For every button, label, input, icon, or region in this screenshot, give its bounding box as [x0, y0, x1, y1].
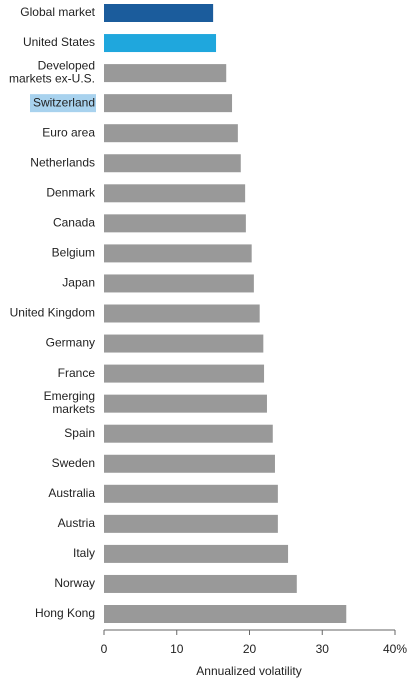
y-tick-label: Denmark: [46, 185, 96, 199]
label-highlight: [30, 94, 96, 113]
y-tick-label: Spain: [64, 426, 95, 440]
y-tick-label: Global market: [20, 5, 95, 19]
y-tick-label: France: [58, 366, 96, 380]
x-axis-title: Annualized volatility: [196, 664, 301, 678]
y-tick-label: Italy: [73, 546, 95, 560]
bar: [104, 605, 347, 623]
bar: [104, 394, 267, 413]
bar: [104, 274, 254, 293]
bar: [104, 424, 273, 443]
y-tick-label: Netherlands: [30, 155, 95, 169]
y-tick-label: United States: [23, 35, 95, 49]
x-tick-label: 30: [316, 642, 330, 656]
y-tick-label: Euro area: [42, 125, 95, 139]
y-tick-label: Sweden: [52, 456, 95, 470]
bar: [104, 334, 264, 353]
bar: [104, 244, 252, 263]
bar: [104, 574, 297, 593]
y-tick-label: United Kingdom: [10, 306, 95, 320]
x-tick-label: 10: [170, 642, 184, 656]
y-tick-label: Canada: [53, 216, 95, 230]
y-tick-label: Austria: [58, 516, 96, 530]
bar: [104, 214, 246, 233]
x-tick-label: 40%: [383, 642, 407, 656]
bar: [104, 124, 238, 143]
bar: [104, 484, 278, 503]
bar: [104, 4, 214, 22]
y-tick-label: Emerging markets: [44, 389, 95, 416]
bar: [104, 514, 278, 533]
bar: [104, 304, 260, 323]
bar: [104, 184, 246, 203]
y-tick-label: Belgium: [52, 246, 95, 260]
y-tick-label: Developed markets ex-U.S.: [9, 59, 95, 86]
bar: [104, 364, 265, 383]
bar: [104, 454, 275, 473]
y-tick-label: Australia: [48, 486, 95, 500]
bar: [104, 64, 227, 83]
y-tick-label: Norway: [54, 576, 95, 590]
y-tick-label: Germany: [46, 336, 95, 350]
bar: [104, 154, 241, 173]
x-tick-label: 0: [101, 642, 108, 656]
bar: [104, 34, 217, 53]
y-tick-label: Switzerland: [33, 95, 95, 109]
bar: [104, 544, 289, 563]
y-tick-label: Hong Kong: [35, 606, 95, 620]
y-tick-label: Japan: [62, 276, 95, 290]
x-tick-label: 20: [243, 642, 257, 656]
bar: [104, 94, 233, 113]
